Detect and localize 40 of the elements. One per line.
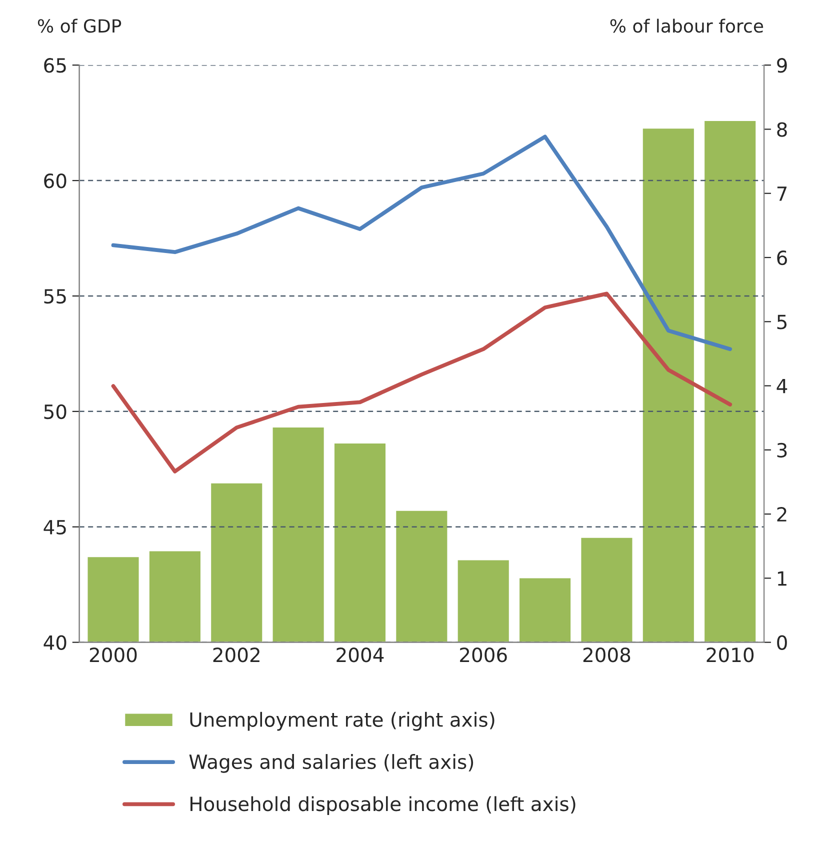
x-tick-label: 2010 — [706, 648, 754, 662]
bar — [642, 127, 696, 642]
y2-tick-label: 0 — [777, 635, 787, 650]
y-tick-label: 40 — [44, 635, 66, 650]
x-tick-label: 2002 — [213, 648, 260, 662]
legend-label: Household disposable income (left axis) — [190, 796, 576, 816]
bar — [394, 510, 449, 642]
bar — [86, 556, 140, 642]
bar — [210, 482, 264, 642]
y2-tick-label: 7 — [777, 186, 787, 201]
y-tick-label: 60 — [44, 174, 66, 188]
line-series — [111, 134, 732, 352]
y2-tick-label: 4 — [776, 378, 788, 394]
y2-tick-label: 5 — [777, 314, 787, 330]
y2-tick-label: 6 — [777, 250, 787, 266]
y-tick-label: 65 — [44, 58, 66, 73]
y2-tick-label: 3 — [777, 442, 787, 458]
y2-tick-label: 9 — [777, 58, 787, 73]
x-tick-label: 2004 — [336, 648, 384, 662]
y-tick-label: 55 — [44, 289, 66, 304]
y-tick-label: 50 — [44, 404, 66, 420]
x-tick-label: 2000 — [90, 648, 137, 662]
bar — [148, 550, 202, 642]
line-series — [111, 292, 732, 474]
x-tick-label: 2006 — [460, 648, 507, 662]
x-tick-label: 2008 — [583, 648, 630, 662]
bar — [456, 558, 510, 642]
y2-tick-label: 1 — [778, 571, 786, 586]
y2-axis-title: % of labour force — [610, 18, 764, 33]
y2-tick-label: 8 — [777, 122, 787, 137]
y-axis-title: % of GDP — [38, 18, 122, 33]
bar — [518, 576, 572, 642]
bar — [333, 442, 387, 642]
legend-label: Unemployment rate (right axis) — [190, 712, 494, 731]
bar — [580, 536, 634, 642]
y2-tick-label: 2 — [777, 507, 786, 522]
bar — [271, 426, 326, 642]
y-tick-label: 45 — [44, 520, 66, 535]
legend-label: Wages and salaries (left axis) — [189, 754, 474, 773]
bar — [703, 120, 758, 642]
